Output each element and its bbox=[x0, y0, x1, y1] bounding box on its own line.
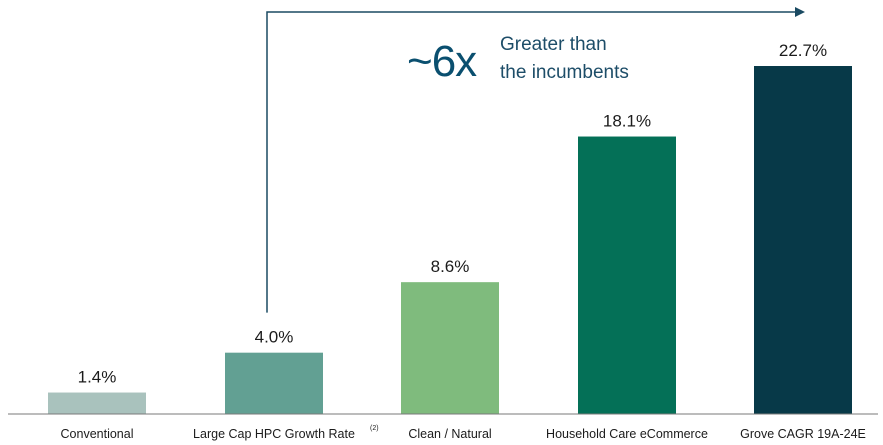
value-label: 22.7% bbox=[779, 41, 827, 60]
bar-conventional bbox=[48, 392, 146, 414]
category-label: Clean / Natural bbox=[408, 427, 491, 441]
bar-clean-natural bbox=[401, 282, 499, 414]
value-label: 8.6% bbox=[431, 257, 470, 276]
arrow-line bbox=[266, 11, 797, 313]
value-label: 4.0% bbox=[255, 328, 294, 347]
category-labels-group: Conventional Large Cap HPC Growth Rate (2)… bbox=[61, 425, 866, 441]
category-label: Household Care eCommerce bbox=[546, 427, 708, 441]
annotation-line-1: Greater than bbox=[500, 34, 607, 55]
category-footnote-marker: (2) bbox=[370, 425, 379, 432]
bar-household-care-ecommerce bbox=[578, 136, 676, 415]
category-label: Grove CAGR 19A-24E bbox=[740, 427, 866, 441]
category-label: Large Cap HPC Growth Rate bbox=[193, 427, 355, 441]
bars-group bbox=[48, 66, 852, 415]
value-label: 1.4% bbox=[78, 368, 117, 387]
multiplier-annotation: ~6x bbox=[407, 37, 477, 86]
arrow-head bbox=[795, 7, 805, 17]
annotation-line-2: the incumbents bbox=[500, 62, 629, 83]
category-label: Conventional bbox=[61, 427, 134, 441]
growth-arrow bbox=[266, 7, 805, 313]
bar-grove-cagr-19a-24e bbox=[754, 66, 852, 414]
value-label: 18.1% bbox=[603, 112, 651, 131]
value-labels-group: 1.4% 4.0% 8.6% 18.1% 22.7% bbox=[78, 41, 827, 387]
bar-large-cap-hpc-growth-rate bbox=[225, 352, 323, 414]
